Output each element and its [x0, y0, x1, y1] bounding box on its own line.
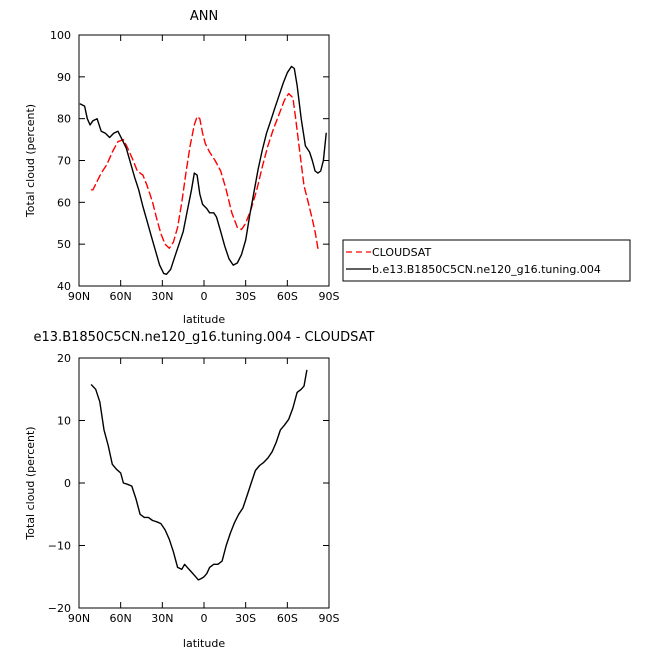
- series-line-difference: [90, 369, 308, 581]
- y-tick-label: 10: [57, 415, 71, 428]
- y-tick-label: 50: [57, 238, 71, 251]
- plot-area: 40 50 60 70 80 90 100 90N 60N 30N 0 30S 60S 90S: [50, 29, 340, 303]
- chart-title: e13.B1850C5CN.ne120_g16.tuning.004 - CLO…: [34, 330, 375, 345]
- x-tick-label: 60S: [277, 612, 298, 625]
- x-tick-label: 60S: [277, 290, 298, 303]
- x-tick-label: 90N: [68, 612, 90, 625]
- y-tick-label: 60: [57, 196, 71, 209]
- y-tick-label: 100: [50, 29, 71, 42]
- y-tick-label: −20: [48, 602, 71, 615]
- x-tick-label: 30S: [235, 290, 256, 303]
- x-tick-label: 60N: [110, 290, 132, 303]
- cloud-climatology-panel: ANN 40 50 60 70 80 90 100 90N 60N 30N 0 30S 60S 90S l…: [24, 9, 340, 326]
- y-tick-label: 40: [57, 280, 71, 293]
- x-tick-label: 0: [201, 612, 208, 625]
- legend-label-cloudsat: CLOUDSAT: [372, 246, 431, 259]
- x-tick-label: 60N: [110, 612, 132, 625]
- chart-title: ANN: [190, 9, 218, 24]
- y-tick-label: −10: [48, 540, 71, 553]
- legend-box: [342, 239, 631, 282]
- plot-area: −20 −10 0 10 20 90N 60N 30N 0 30S 60S 90S: [48, 352, 340, 625]
- x-tick-label: 90S: [319, 612, 340, 625]
- legend: CLOUDSAT b.e13.B1850C5CN.ne120_g16.tunin…: [342, 239, 631, 282]
- y-tick-label: 0: [64, 477, 71, 490]
- x-axis-label: latitude: [183, 637, 225, 650]
- y-tick-label: 80: [57, 113, 71, 126]
- y-tick-label: 70: [57, 155, 71, 168]
- x-axis-label: latitude: [183, 313, 225, 326]
- series-line-cloudsat: [90, 92, 319, 249]
- x-tick-label: 30N: [151, 612, 173, 625]
- y-tick-label: 20: [57, 352, 71, 365]
- y-axis-label: Total cloud (percent): [24, 104, 37, 218]
- y-axis-label: Total cloud (percent): [24, 426, 37, 540]
- x-tick-label: 90S: [319, 290, 340, 303]
- y-tick-label: 90: [57, 71, 71, 84]
- x-tick-label: 30N: [151, 290, 173, 303]
- x-tick-label: 90N: [68, 290, 90, 303]
- plot-frame: [78, 34, 330, 287]
- series-line-b-e13-b1850c5cn-ne120-g16-tuning-004: [79, 65, 327, 275]
- x-tick-label: 0: [201, 290, 208, 303]
- plot-frame: [78, 357, 330, 609]
- cloud-difference-panel: e13.B1850C5CN.ne120_g16.tuning.004 - CLO…: [24, 330, 375, 650]
- legend-label-model: b.e13.B1850C5CN.ne120_g16.tuning.004: [372, 263, 601, 276]
- x-tick-label: 30S: [235, 612, 256, 625]
